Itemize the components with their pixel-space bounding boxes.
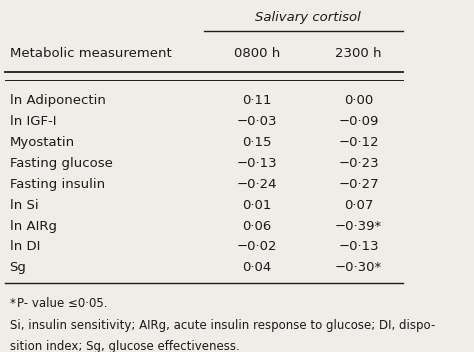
Text: −0·24: −0·24: [237, 178, 277, 191]
Text: ln Adiponectin: ln Adiponectin: [9, 94, 105, 107]
Text: Metabolic measurement: Metabolic measurement: [9, 47, 171, 60]
Text: Si, insulin sensitivity; AIRg, acute insulin response to glucose; DI, dispo-: Si, insulin sensitivity; AIRg, acute ins…: [9, 319, 435, 332]
Text: −0·02: −0·02: [237, 240, 277, 253]
Text: 2300 h: 2300 h: [336, 47, 382, 60]
Text: ln Si: ln Si: [9, 199, 38, 212]
Text: 0·07: 0·07: [344, 199, 374, 212]
Text: Fasting insulin: Fasting insulin: [9, 178, 105, 191]
Text: −0·09: −0·09: [338, 115, 379, 128]
Text: −0·12: −0·12: [338, 136, 379, 149]
Text: 0·06: 0·06: [243, 220, 272, 233]
Text: 0·04: 0·04: [243, 261, 272, 274]
Text: ln AIRg: ln AIRg: [9, 220, 56, 233]
Text: ln DI: ln DI: [9, 240, 40, 253]
Text: ln IGF-I: ln IGF-I: [9, 115, 56, 128]
Text: Salivary cortisol: Salivary cortisol: [255, 11, 361, 24]
Text: 0·15: 0·15: [242, 136, 272, 149]
Text: −0·27: −0·27: [338, 178, 379, 191]
Text: −0·13: −0·13: [338, 240, 379, 253]
Text: Sg: Sg: [9, 261, 27, 274]
Text: 0800 h: 0800 h: [234, 47, 280, 60]
Text: −0·39*: −0·39*: [335, 220, 382, 233]
Text: Myostatin: Myostatin: [9, 136, 74, 149]
Text: −0·13: −0·13: [237, 157, 277, 170]
Text: −0·30*: −0·30*: [335, 261, 382, 274]
Text: 0·01: 0·01: [243, 199, 272, 212]
Text: 0·00: 0·00: [344, 94, 373, 107]
Text: * P- value ≤0·05.: * P- value ≤0·05.: [9, 297, 107, 310]
Text: −0·03: −0·03: [237, 115, 277, 128]
Text: −0·23: −0·23: [338, 157, 379, 170]
Text: 0·11: 0·11: [242, 94, 272, 107]
Text: sition index; Sg, glucose effectiveness.: sition index; Sg, glucose effectiveness.: [9, 340, 239, 352]
Text: Fasting glucose: Fasting glucose: [9, 157, 112, 170]
